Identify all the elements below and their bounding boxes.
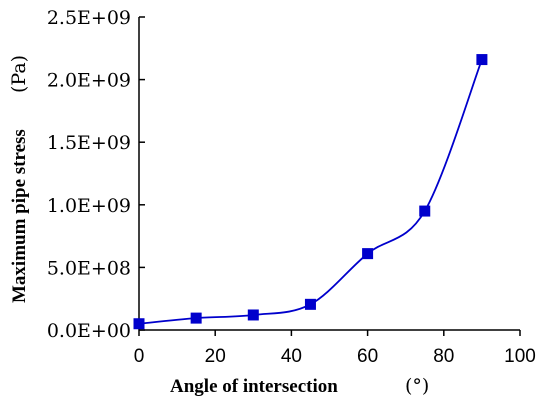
x-tick-label: 60: [357, 346, 378, 367]
data-point: [304, 298, 316, 310]
x-tick-label: 20: [205, 346, 226, 367]
data-point: [476, 54, 488, 66]
x-tick-label: 100: [504, 346, 536, 367]
axes: [138, 17, 520, 331]
y-axis-unit: (Pa): [8, 55, 30, 93]
y-tick-label: 0.0E+00: [47, 320, 131, 342]
ticks: 0.0E+00 5.0E+08 1.0E+09 1.5E+09 2.0E+09 2.5E+…: [47, 7, 536, 367]
y-tick-label: 5.0E+08: [47, 257, 131, 279]
y-tick-label: 1.5E+09: [47, 132, 131, 154]
y-tick-label: 2.5E+09: [47, 7, 131, 29]
data-point: [419, 205, 431, 217]
x-tick-label: 40: [281, 346, 302, 367]
y-axis-title: Maximum pipe stress: [9, 129, 30, 303]
data-point: [133, 318, 145, 330]
x-axis-title: Angle of intersection: [170, 376, 338, 397]
data-point: [362, 248, 374, 260]
x-tick-label: 0: [134, 346, 145, 367]
data-point: [247, 309, 259, 321]
x-axis-unit: (°): [405, 375, 429, 397]
series-layer: [133, 54, 488, 330]
series-line: [138, 59, 483, 325]
x-tick-label: 80: [433, 346, 454, 367]
y-tick-label: 1.0E+09: [47, 195, 131, 217]
data-point: [190, 312, 202, 324]
y-tick-label: 2.0E+09: [47, 70, 131, 92]
